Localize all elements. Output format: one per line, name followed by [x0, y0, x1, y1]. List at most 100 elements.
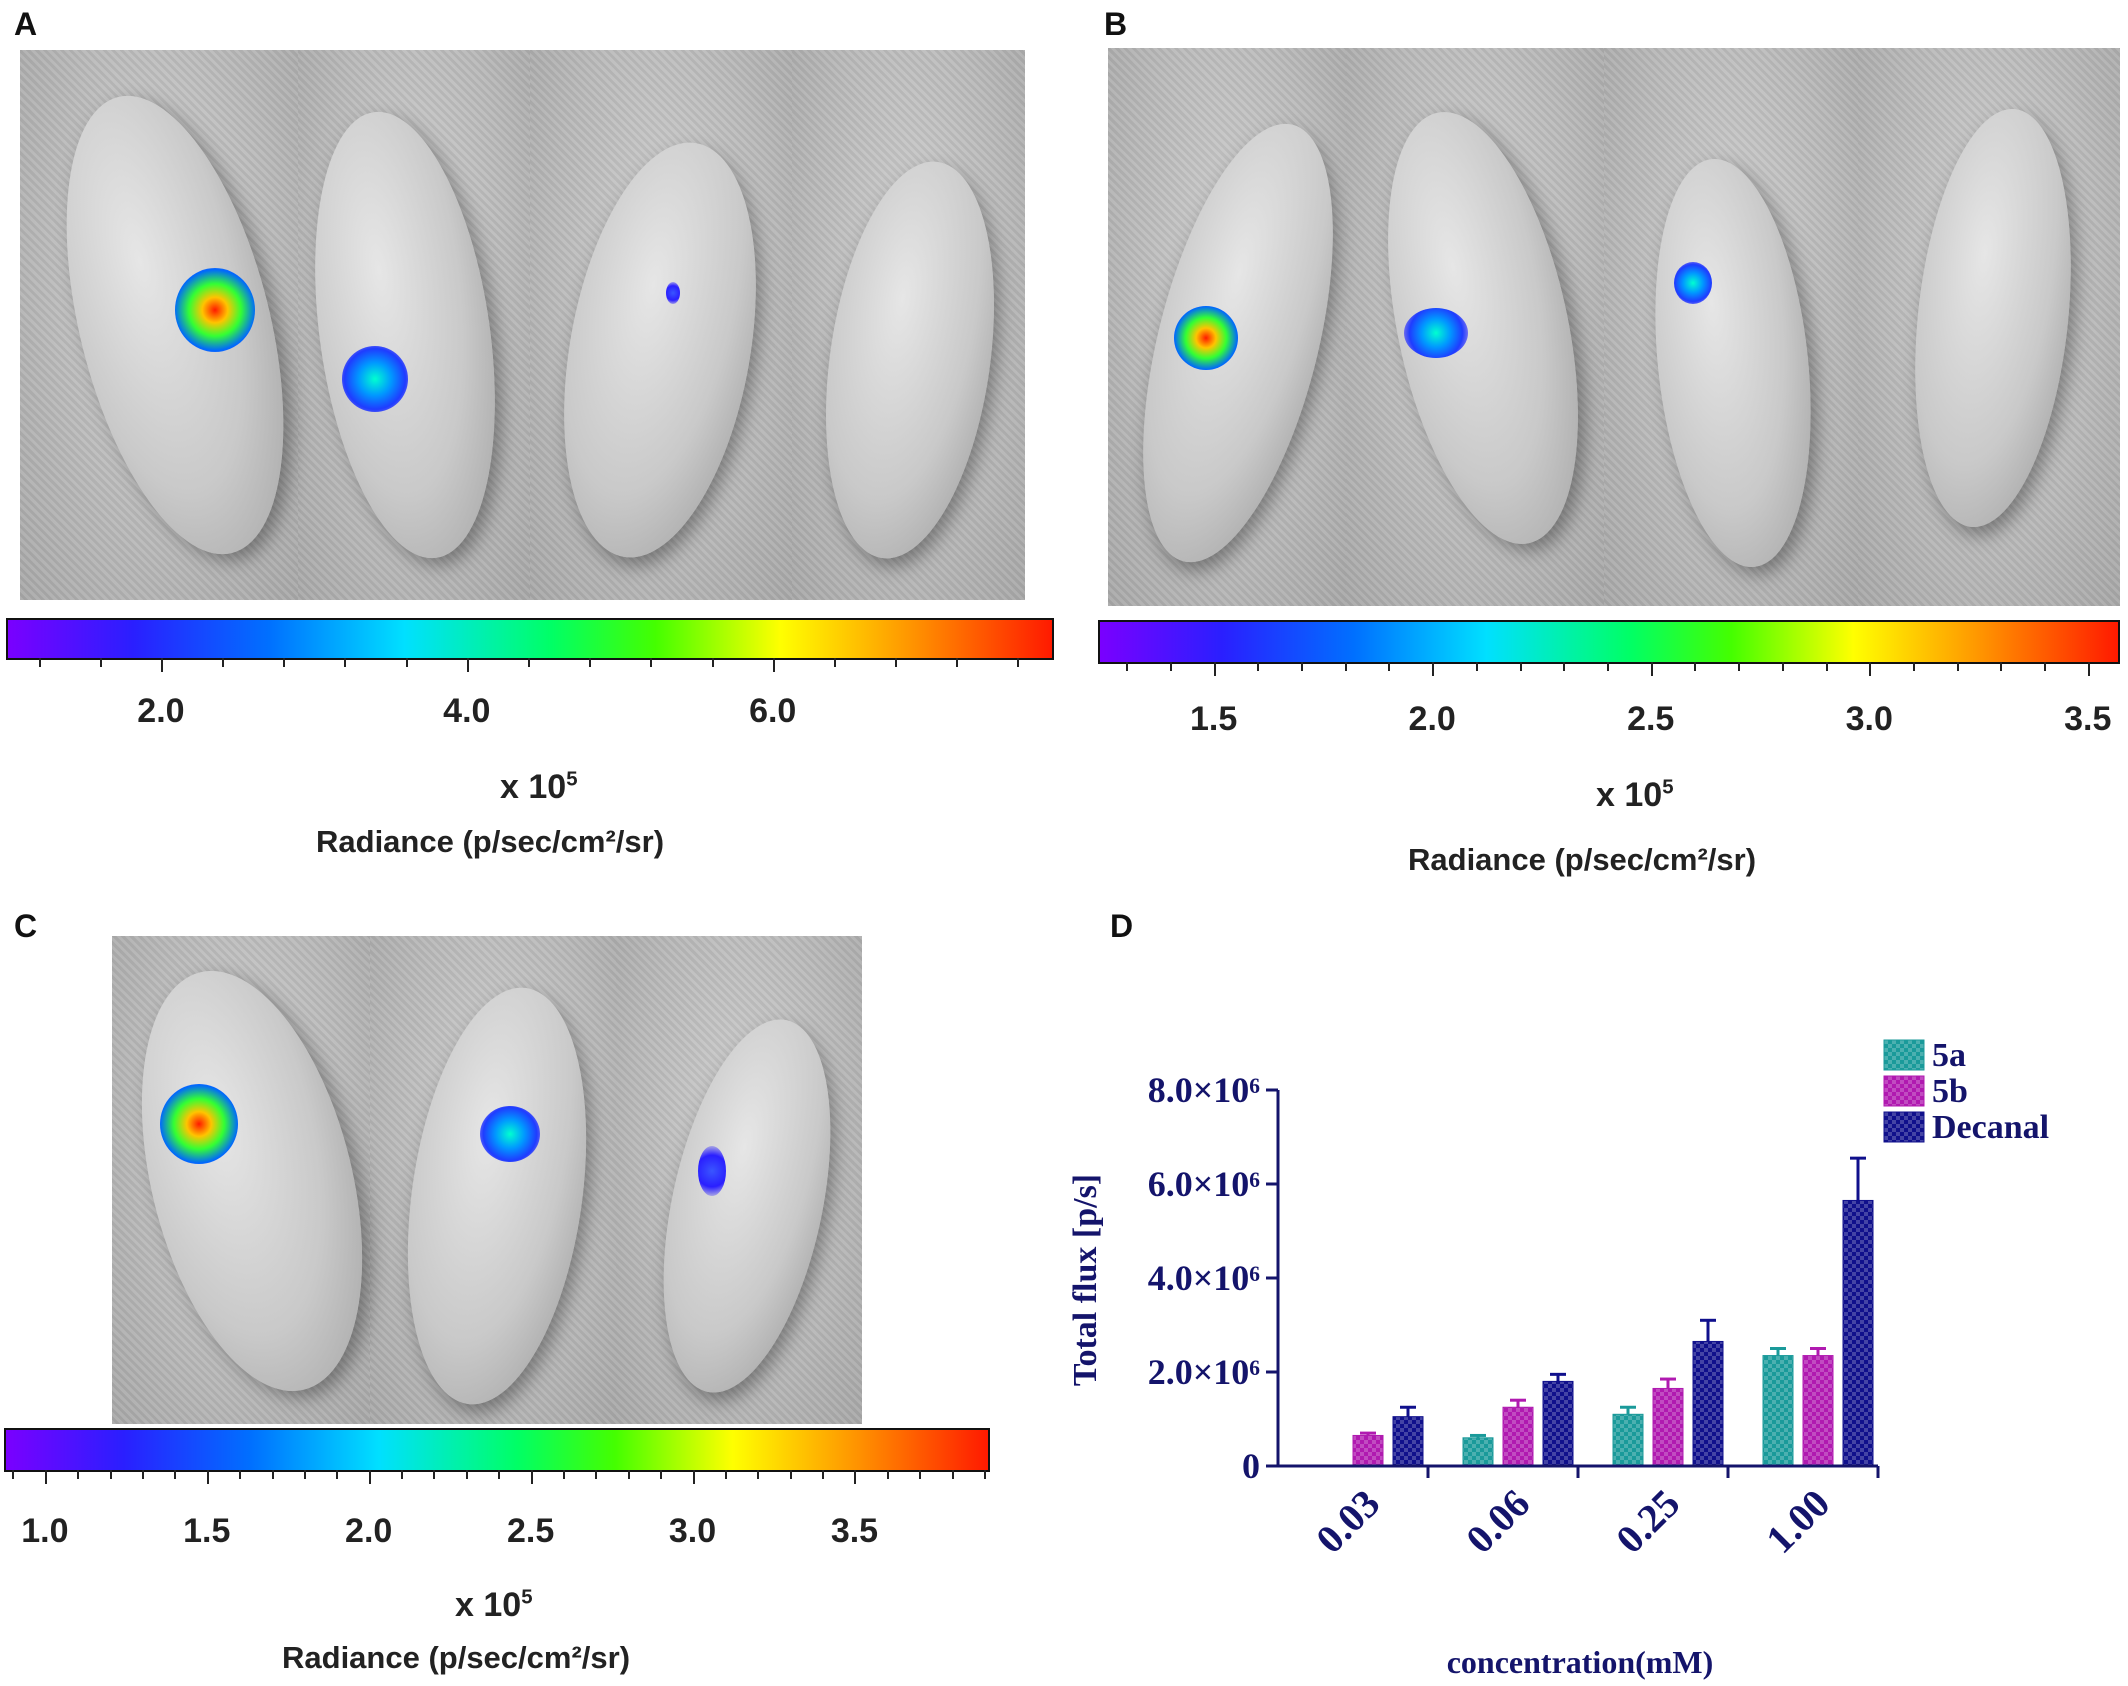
color-scale-ticks-a	[8, 658, 1052, 678]
bar-decanal-0.03	[1392, 1416, 1424, 1467]
minor-tick	[283, 658, 286, 667]
minor-tick	[1694, 662, 1697, 671]
bar-decanal-1.00	[1842, 1199, 1874, 1467]
minor-tick	[528, 658, 530, 667]
minor-tick	[38, 658, 41, 667]
minor-tick	[1912, 662, 1915, 671]
major-tick	[466, 658, 469, 672]
panel-b-photo	[1108, 48, 2120, 606]
multiplier-base: x 10	[455, 1586, 522, 1624]
signal-spot	[342, 346, 408, 412]
minor-tick	[344, 658, 347, 667]
color-scale-bar-b	[1098, 620, 2120, 664]
signal-spot	[175, 268, 255, 352]
multiplier-label-c: x 105	[455, 1586, 533, 1625]
minor-tick	[1519, 662, 1522, 671]
signal-spot	[160, 1084, 238, 1164]
scale-tick-label: 6.0	[749, 692, 797, 730]
minor-tick	[109, 1470, 112, 1479]
x-tick-label: 0.25	[1607, 1481, 1688, 1562]
minor-tick	[895, 658, 898, 667]
minor-tick	[1388, 662, 1391, 671]
minor-tick	[711, 658, 714, 667]
minor-tick	[1126, 662, 1129, 671]
multiplier-exponent: 5	[1662, 776, 1674, 799]
scale-tick-label: 3.0	[1845, 700, 1893, 738]
bar-decanal-0.25	[1692, 1340, 1724, 1467]
minor-tick	[833, 658, 836, 667]
color-scale-ticks-c	[6, 1470, 988, 1490]
minor-tick	[650, 658, 653, 667]
major-tick	[160, 658, 163, 672]
y-tick-label: 4.0×10⁶	[1148, 1258, 1261, 1298]
minor-tick	[984, 1470, 986, 1479]
panel-letter-a: A	[14, 6, 38, 42]
scale-tick-label: 2.0	[137, 692, 185, 730]
x-axis-label: concentration(mM)	[1447, 1644, 1714, 1680]
scale-tick-label: 2.5	[506, 1512, 555, 1550]
minor-tick	[1738, 662, 1741, 671]
minor-tick	[1563, 662, 1566, 671]
legend-label-5b: 5b	[1932, 1073, 1968, 1110]
minor-tick	[222, 658, 225, 667]
minor-tick	[271, 1470, 274, 1479]
minor-tick	[660, 1470, 663, 1479]
minor-tick	[401, 1470, 404, 1479]
panel-letter-c: C	[14, 908, 38, 944]
minor-tick	[757, 1470, 760, 1479]
multiplier-exponent: 5	[521, 1586, 533, 1609]
radiance-label-c: Radiance (p/sec/cm²/sr)	[282, 1640, 631, 1675]
color-scale-ticks-b	[1100, 662, 2118, 682]
scale-tick-label: 1.0	[21, 1512, 69, 1550]
bar-5a-0.06	[1462, 1437, 1494, 1467]
x-tick-label: 0.03	[1307, 1481, 1388, 1562]
bar-5b-0.06	[1502, 1406, 1534, 1467]
minor-tick	[822, 1470, 825, 1479]
color-scale-labels-b: 1.5 2.0 2.5 3.0 3.5	[1100, 700, 2118, 740]
color-scale-bar-a	[6, 618, 1054, 660]
scale-tick-label: 3.0	[668, 1512, 717, 1550]
legend-swatch-decanal	[1883, 1111, 1925, 1143]
minor-tick	[1781, 662, 1784, 671]
scale-tick-label: 3.5	[830, 1512, 879, 1550]
minor-tick	[1475, 662, 1478, 671]
minor-tick	[12, 1470, 15, 1479]
minor-tick	[336, 1470, 339, 1479]
radiance-label-b: Radiance (p/sec/cm²/sr)	[1408, 842, 1757, 877]
x-ticks: 0.03 0.06 0.25 1.00	[1307, 1466, 1880, 1562]
major-tick	[854, 1470, 857, 1484]
signal-spot	[1404, 308, 1468, 358]
minor-tick	[919, 1470, 922, 1479]
x-tick-label: 1.00	[1757, 1481, 1838, 1562]
color-scale-bar-c	[4, 1428, 990, 1472]
minor-tick	[886, 1470, 889, 1479]
bar-decanal-0.06	[1542, 1380, 1574, 1467]
scale-tick-label: 2.0	[345, 1512, 393, 1550]
y-tick-label: 2.0×10⁶	[1148, 1352, 1261, 1392]
scale-tick-label: 1.5	[183, 1512, 231, 1550]
minor-tick	[239, 1470, 242, 1479]
major-tick	[1432, 662, 1435, 676]
minor-tick	[956, 658, 959, 667]
minor-tick	[1169, 662, 1172, 671]
minor-tick	[1017, 658, 1020, 667]
y-tick-label: 0	[1242, 1446, 1260, 1486]
major-tick	[1213, 662, 1216, 676]
minor-tick	[2000, 662, 2003, 671]
multiplier-label-b: x 105	[1596, 776, 1674, 815]
minor-tick	[724, 1470, 727, 1479]
signal-spot	[1674, 262, 1712, 304]
legend-label-decanal: Decanal	[1932, 1109, 2049, 1146]
signal-spot	[666, 282, 680, 304]
scale-tick-label: 2.0	[1408, 700, 1456, 738]
minor-tick	[1257, 662, 1260, 671]
minor-tick	[951, 1470, 954, 1479]
panel-c-photo	[112, 936, 862, 1424]
major-tick	[44, 1470, 47, 1484]
panel-letter-d: D	[1110, 908, 1134, 944]
major-tick	[692, 1470, 695, 1484]
minor-tick	[595, 1470, 598, 1479]
major-tick	[368, 1470, 371, 1484]
